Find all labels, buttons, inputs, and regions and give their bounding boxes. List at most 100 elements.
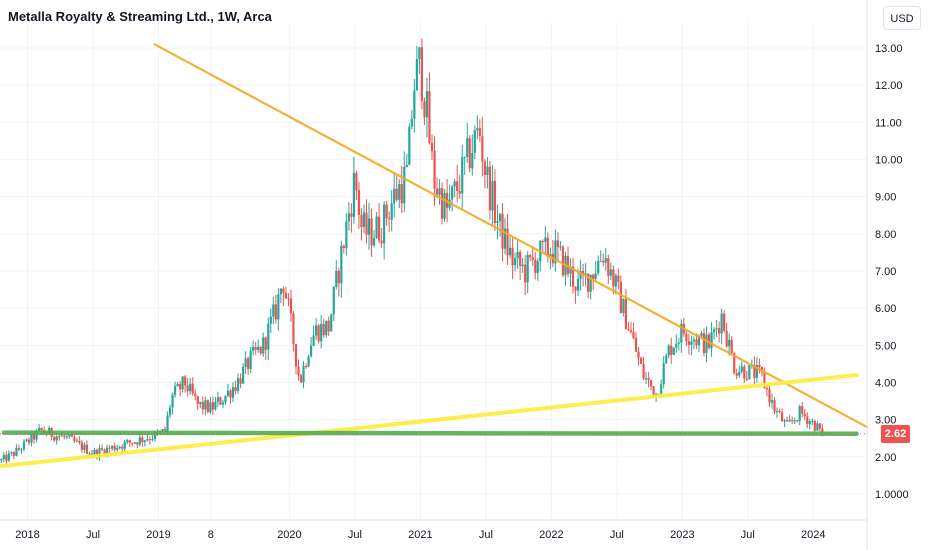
candle-body: [544, 237, 547, 242]
candle-body: [451, 186, 454, 200]
candle-body: [710, 332, 713, 349]
candle-body: [274, 304, 277, 320]
descending-resistance-line[interactable]: [153, 43, 869, 429]
candle-body: [284, 292, 288, 299]
candle-body: [476, 128, 479, 131]
candle-body: [309, 345, 313, 357]
candle-body: [141, 437, 144, 443]
candle-body: [627, 329, 630, 331]
candles: [0, 38, 824, 464]
candle-body: [549, 254, 552, 257]
candle-body: [103, 449, 106, 455]
y-tick-label: 1.0000: [875, 489, 909, 501]
candle-body: [428, 91, 431, 144]
candle-body: [612, 269, 615, 287]
y-tick-label: 10.00: [875, 155, 903, 167]
candle-body: [818, 423, 821, 429]
candle-body: [738, 372, 741, 376]
trend-lines[interactable]: [0, 43, 869, 469]
x-tick-label: 2021: [408, 529, 432, 541]
candle-body: [254, 346, 257, 350]
candle-body: [715, 328, 718, 330]
candle-body: [793, 420, 796, 422]
candle-body: [420, 47, 424, 101]
ascending-support-line[interactable]: [0, 373, 859, 469]
candle-body: [287, 298, 290, 300]
candle-body: [680, 323, 683, 343]
candle-body: [546, 237, 549, 257]
candle-body: [380, 240, 383, 244]
candle-body: [418, 47, 421, 60]
candle-body: [403, 166, 406, 204]
candle-body: [718, 328, 721, 334]
candle-body: [257, 346, 260, 350]
candle-body: [702, 333, 706, 354]
candle-body: [292, 313, 295, 345]
candle-body: [508, 247, 512, 256]
candle-body: [556, 240, 560, 248]
candle-body: [435, 188, 439, 195]
candle-body: [516, 251, 519, 259]
horizontal-support-line[interactable]: [1, 430, 859, 437]
candle-body: [342, 245, 345, 248]
candle-body: [491, 180, 494, 211]
candle-body: [811, 420, 814, 422]
candle-body: [247, 358, 250, 369]
candle-body: [798, 406, 801, 422]
candle-body: [294, 344, 298, 367]
candle-body: [534, 259, 537, 273]
candle-body: [239, 378, 242, 384]
candle-body: [461, 157, 464, 194]
candle-body: [357, 190, 361, 215]
candle-body: [148, 439, 152, 441]
candle-body: [524, 264, 527, 283]
currency-button[interactable]: USD: [883, 6, 921, 30]
candle-body: [206, 400, 209, 413]
candle-body: [388, 218, 391, 220]
candle-body: [0, 459, 3, 461]
candle-body: [720, 313, 723, 334]
candle-body: [390, 203, 393, 220]
candle-body: [151, 439, 154, 441]
candle-body: [529, 254, 532, 258]
candle-body: [370, 218, 373, 246]
candle-body: [113, 445, 116, 450]
candle-body: [453, 181, 456, 187]
x-tick-label: 2024: [801, 529, 825, 541]
candle-body: [579, 270, 582, 280]
candle-body: [166, 415, 169, 431]
candle-body: [98, 448, 101, 457]
candle-body: [561, 246, 565, 276]
candle-body: [723, 313, 726, 331]
candle-body: [10, 452, 13, 454]
candle-body: [350, 213, 353, 217]
candle-body: [304, 366, 308, 368]
candle-body: [483, 161, 486, 175]
candle-body: [660, 384, 663, 394]
candle-body: [468, 138, 471, 169]
candle-body: [352, 173, 356, 217]
candle-body: [783, 420, 786, 422]
candle-body: [398, 183, 401, 200]
candle-body: [355, 173, 358, 191]
candle-body: [632, 331, 635, 339]
candle-body: [60, 435, 63, 437]
candle-body: [25, 439, 28, 442]
candle-body: [377, 216, 381, 241]
x-tick-label: 2019: [146, 529, 170, 541]
candle-body: [486, 166, 489, 175]
candle-body: [667, 345, 670, 356]
candle-body: [755, 365, 758, 378]
candle-body: [587, 273, 590, 292]
y-tick-label: 9.00: [875, 192, 896, 204]
candle-body: [337, 270, 340, 284]
candle-body: [758, 365, 761, 367]
candle-body: [697, 336, 701, 346]
candle-body: [302, 366, 305, 383]
candle-body: [740, 366, 743, 373]
candle-body: [395, 188, 398, 200]
candle-body: [80, 442, 84, 450]
candle-body: [604, 258, 607, 263]
